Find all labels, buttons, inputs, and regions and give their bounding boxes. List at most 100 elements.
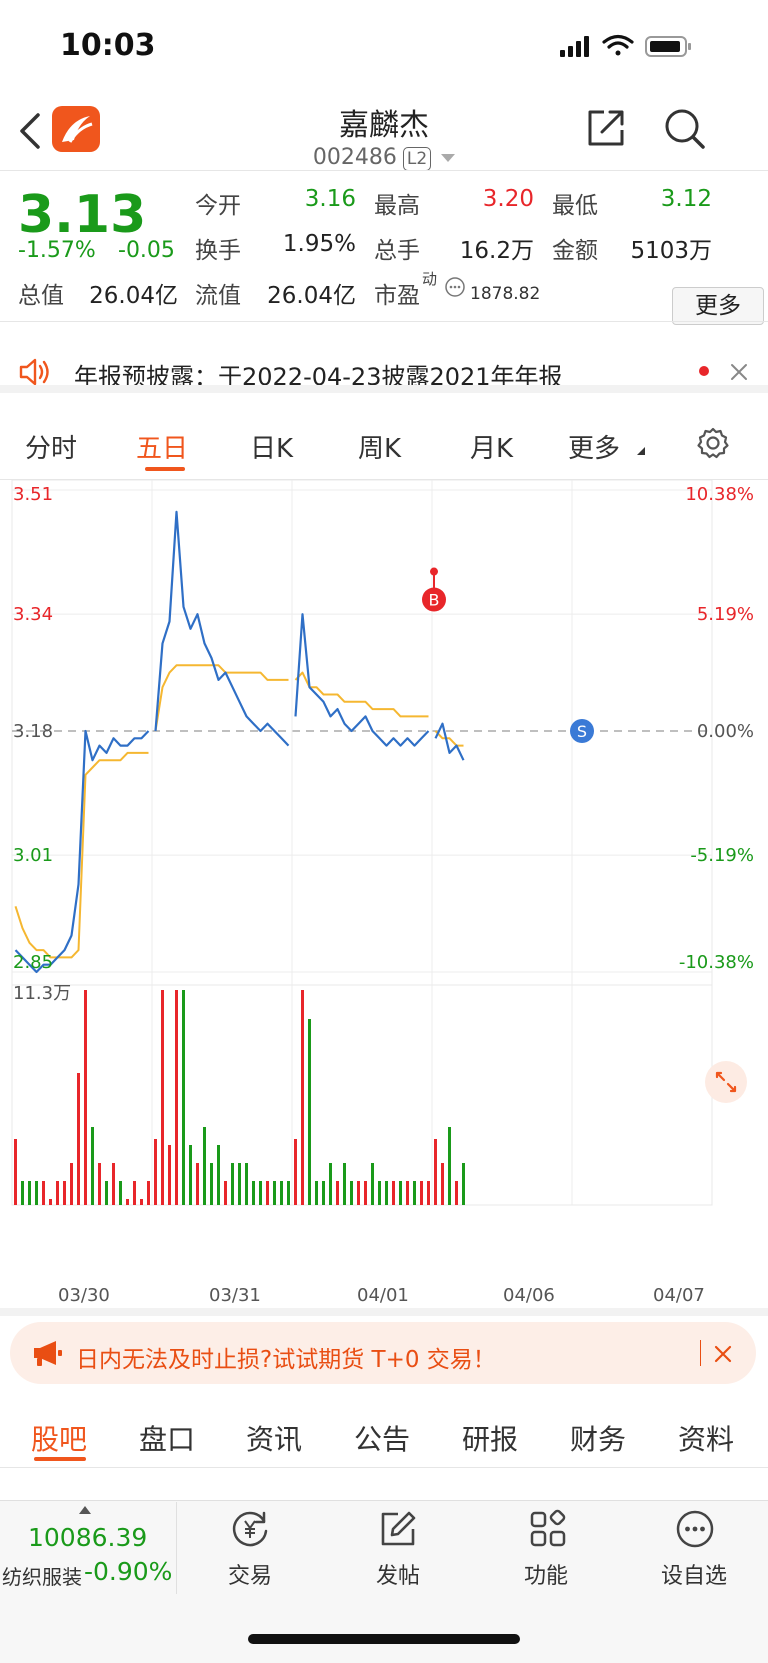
date-label-1: 03/31 bbox=[209, 1285, 261, 1306]
volume-bar bbox=[434, 1139, 437, 1205]
tab-pankou[interactable]: 盘口 bbox=[139, 1423, 196, 1456]
status-icons bbox=[560, 34, 691, 57]
tab-profile[interactable]: 资料 bbox=[678, 1423, 735, 1456]
volume-bar bbox=[245, 1163, 248, 1205]
volume-bar bbox=[161, 990, 164, 1205]
volume-bar bbox=[420, 1181, 423, 1205]
volume-bar bbox=[196, 1163, 199, 1205]
open-value: 3.16 bbox=[304, 186, 356, 212]
change-amount: -0.05 bbox=[118, 238, 175, 263]
volume-bar bbox=[413, 1181, 416, 1205]
tab-daily-k[interactable]: 日K bbox=[250, 434, 294, 464]
tab-five-day[interactable]: 五日 bbox=[136, 434, 189, 464]
date-label-0: 03/30 bbox=[58, 1285, 110, 1306]
amount-label: 金额 bbox=[552, 238, 598, 264]
pe-superscript: 动 bbox=[422, 270, 438, 288]
volume-bars bbox=[14, 990, 465, 1205]
app-logo-icon bbox=[52, 106, 100, 152]
tab-news[interactable]: 资讯 bbox=[246, 1423, 303, 1456]
yen-refresh-icon[interactable] bbox=[230, 1509, 272, 1549]
volume-bar bbox=[399, 1181, 402, 1205]
section-tab-indicator bbox=[34, 1457, 86, 1461]
current-price: 3.13 bbox=[18, 185, 147, 245]
volume-bar bbox=[350, 1181, 353, 1205]
price-tick-label: 3.18 bbox=[13, 721, 53, 742]
volume-bar bbox=[427, 1181, 430, 1205]
tab-monthly-k[interactable]: 月K bbox=[470, 434, 514, 464]
volume-bar bbox=[112, 1163, 115, 1205]
volume-bar bbox=[392, 1181, 395, 1205]
more-circle-icon[interactable] bbox=[675, 1509, 715, 1549]
gear-icon[interactable] bbox=[696, 426, 730, 460]
five-day-chart[interactable]: BS 3.51 10.38%3.34 5.19%3.18 0.00%3.01 -5.19… bbox=[0, 480, 768, 1280]
volume-bar bbox=[385, 1181, 388, 1205]
volume-bar bbox=[126, 1199, 129, 1205]
trade-button[interactable]: 交易 bbox=[227, 1564, 272, 1589]
sell-marker bbox=[570, 719, 594, 743]
tab-guba[interactable]: 股吧 bbox=[31, 1423, 88, 1456]
volume-bar bbox=[119, 1181, 122, 1205]
volume-bar bbox=[63, 1181, 66, 1205]
tab-research[interactable]: 研报 bbox=[462, 1423, 519, 1456]
volume-bar bbox=[56, 1181, 59, 1205]
index-value[interactable]: 10086.39 bbox=[28, 1523, 148, 1552]
price-tick-label: 3.34 bbox=[13, 604, 53, 625]
pct-tick-label: -10.38% bbox=[679, 952, 754, 973]
share-icon[interactable] bbox=[586, 108, 626, 148]
edit-icon[interactable] bbox=[378, 1509, 418, 1549]
volume-label: 总手 bbox=[374, 238, 420, 264]
post-button[interactable]: 发帖 bbox=[375, 1564, 420, 1589]
up-caret-icon[interactable] bbox=[78, 1505, 92, 1515]
back-arrow-icon[interactable] bbox=[18, 112, 42, 150]
volume-bar bbox=[91, 1127, 94, 1205]
low-value: 3.12 bbox=[660, 186, 712, 212]
grid-icon[interactable] bbox=[528, 1509, 568, 1549]
volume-bar bbox=[189, 1145, 192, 1205]
tab-finance[interactable]: 财务 bbox=[570, 1423, 627, 1456]
chart-frame bbox=[11, 480, 713, 1206]
add-watchlist-button[interactable]: 设自选 bbox=[660, 1564, 727, 1589]
date-label-2: 04/01 bbox=[357, 1285, 409, 1306]
tab-intraday[interactable]: 分时 bbox=[25, 434, 78, 464]
info-dots-icon[interactable] bbox=[444, 276, 466, 298]
volume-bar bbox=[147, 1181, 150, 1205]
buy-marker bbox=[422, 587, 446, 612]
close-icon[interactable] bbox=[730, 363, 748, 381]
total-value: 26.04亿 bbox=[89, 283, 178, 309]
volume-bar bbox=[266, 1181, 269, 1205]
functions-button[interactable]: 功能 bbox=[523, 1564, 568, 1589]
volume-bar bbox=[280, 1181, 283, 1205]
volume-bar bbox=[14, 1139, 17, 1205]
volume-bar bbox=[133, 1181, 136, 1205]
expand-icon[interactable] bbox=[704, 1060, 748, 1104]
price-tick-label: 3.51 bbox=[13, 484, 53, 505]
date-label-4: 04/07 bbox=[653, 1285, 705, 1306]
volume-bar bbox=[224, 1181, 227, 1205]
promo-banner[interactable] bbox=[10, 1322, 756, 1384]
price-tick-label: 2.85 bbox=[13, 952, 53, 973]
stock-code: 002486 bbox=[312, 145, 397, 170]
speaker-icon bbox=[19, 358, 49, 386]
volume-bar bbox=[49, 1199, 52, 1205]
volume-bar bbox=[28, 1181, 31, 1205]
axis-labels: 3.51 10.38% 3.34 5.19% 3.18 0.00% 3.01 -5.19% 2.… bbox=[13, 484, 754, 1004]
float-value-label: 流值 bbox=[195, 283, 241, 309]
pe-value: 1878.82 bbox=[470, 284, 541, 304]
page-title: 嘉麟杰 bbox=[339, 108, 429, 143]
more-button[interactable]: 更多 bbox=[672, 287, 764, 325]
search-icon[interactable] bbox=[664, 108, 706, 150]
volume-bar bbox=[182, 990, 185, 1205]
tab-more[interactable]: 更多 bbox=[568, 434, 621, 464]
volume-bar bbox=[84, 990, 87, 1205]
volume-bar bbox=[322, 1181, 325, 1205]
buy-marker-label: B bbox=[429, 591, 440, 610]
stock-code-row[interactable]: 002486 L2 bbox=[0, 145, 768, 171]
status-time: 10:03 bbox=[60, 28, 156, 63]
tab-announcements[interactable]: 公告 bbox=[354, 1423, 411, 1456]
volume-bar bbox=[462, 1163, 465, 1205]
volume-bar bbox=[231, 1163, 234, 1205]
tab-weekly-k[interactable]: 周K bbox=[358, 434, 402, 464]
promo-divider bbox=[700, 1340, 701, 1366]
volume-value: 16.2万 bbox=[459, 238, 534, 264]
promo-close-icon[interactable] bbox=[714, 1345, 732, 1363]
